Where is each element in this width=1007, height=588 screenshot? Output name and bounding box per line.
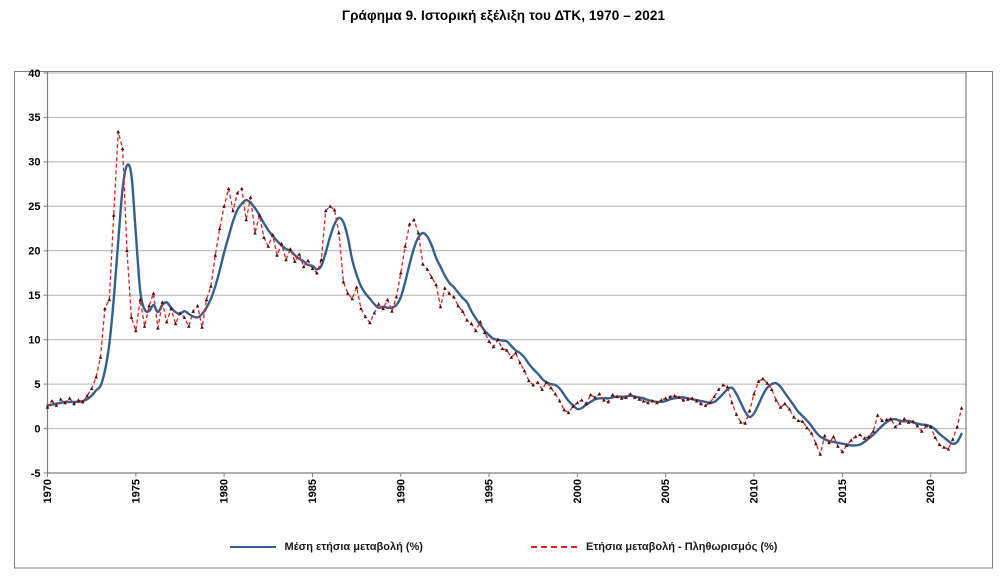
svg-text:0: 0 [34, 423, 40, 435]
chart-legend: Μέση ετήσια μεταβολή (%) Ετήσια μεταβολή… [14, 541, 993, 553]
series-yoy [45, 129, 964, 456]
svg-text:35: 35 [28, 112, 40, 124]
legend-dashed-line-icon [530, 546, 577, 548]
svg-text:2020: 2020 [925, 479, 937, 503]
svg-text:2015: 2015 [837, 479, 849, 503]
figure-frame [14, 71, 993, 569]
svg-text:2010: 2010 [749, 479, 761, 503]
y-axis-labels: 40 35 30 25 20 15 10 5 0 -5 [28, 68, 40, 480]
tick-marks [43, 72, 932, 477]
svg-text:15: 15 [28, 290, 40, 302]
svg-text:10: 10 [28, 335, 40, 347]
svg-text:40: 40 [28, 68, 40, 80]
svg-text:2000: 2000 [572, 479, 584, 503]
series-mean-annual-line [46, 163, 963, 447]
svg-text:1980: 1980 [219, 479, 231, 503]
svg-text:20: 20 [28, 246, 40, 258]
chart-title: Γράφημα 9. Ιστορική εξέλιξη του ΔΤΚ, 197… [341, 8, 666, 23]
legend-item-mean-annual: Μέση ετήσια μεταβολή (%) [229, 541, 423, 553]
svg-text:1970: 1970 [42, 479, 54, 503]
svg-text:25: 25 [28, 201, 40, 213]
svg-text:30: 30 [28, 157, 40, 169]
axes [46, 72, 967, 474]
legend-label-yoy: Ετήσια μεταβολή - Πληθωρισμός (%) [585, 541, 778, 553]
series-yoy-line [46, 131, 963, 455]
svg-text:2005: 2005 [660, 479, 672, 503]
svg-text:1975: 1975 [130, 479, 142, 503]
legend-item-yoy: Ετήσια μεταβολή - Πληθωρισμός (%) [530, 541, 778, 553]
x-axis-labels: 1970 1975 1980 1985 1990 1995 2000 2005 2010 2015… [42, 479, 937, 503]
svg-text:1995: 1995 [484, 479, 496, 503]
gridlines [47, 72, 966, 474]
svg-text:5: 5 [34, 379, 40, 391]
svg-text:1990: 1990 [395, 479, 407, 503]
series-yoy-markers [45, 129, 964, 456]
svg-text:1985: 1985 [307, 479, 319, 503]
legend-solid-line-icon [229, 546, 276, 548]
svg-text:-5: -5 [31, 468, 41, 480]
legend-label-mean-annual: Μέση ετήσια μεταβολή (%) [284, 541, 423, 553]
